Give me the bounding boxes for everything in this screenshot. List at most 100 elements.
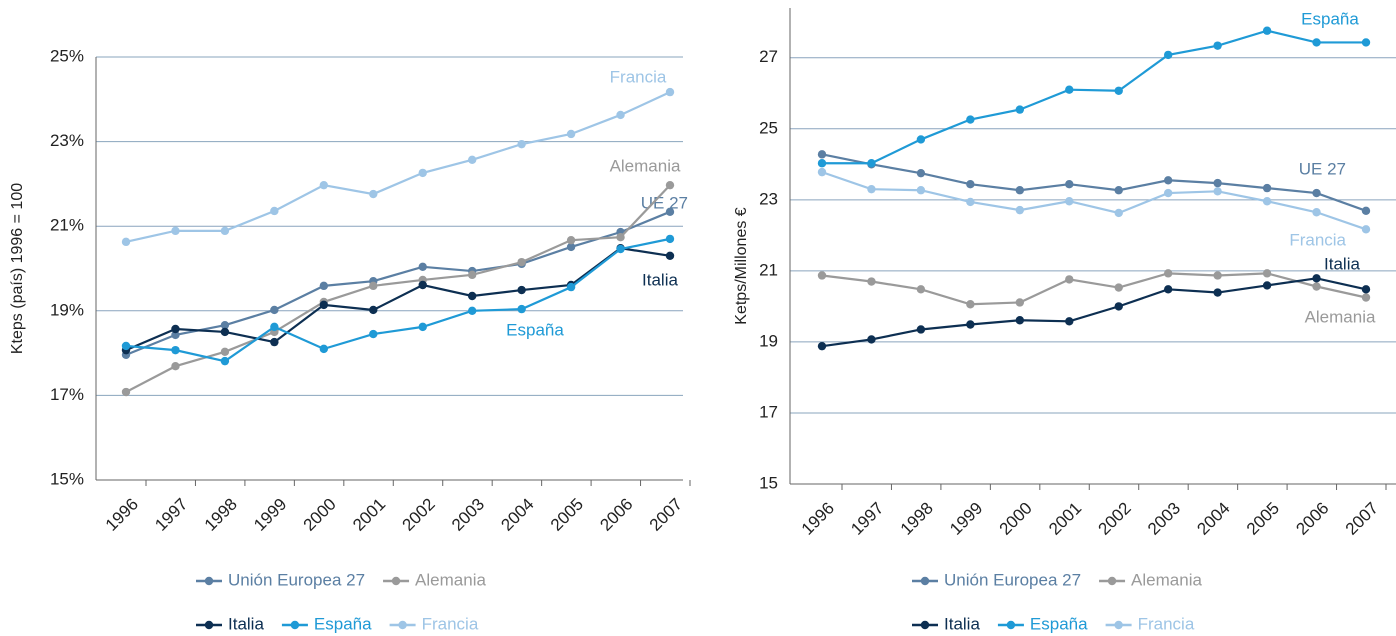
point — [319, 300, 329, 310]
x-tick-label: 1997 — [847, 499, 887, 539]
point — [1114, 86, 1123, 95]
legend-marker — [391, 576, 401, 586]
legend-marker — [204, 620, 214, 630]
y-tick-label: 27 — [759, 47, 778, 66]
legend-label: Alemania — [415, 570, 486, 589]
point — [1065, 179, 1074, 189]
point — [467, 291, 477, 301]
point — [319, 180, 329, 190]
point — [566, 129, 576, 139]
point — [867, 184, 876, 194]
point — [1114, 283, 1123, 292]
legend-label: Italia — [944, 614, 980, 633]
point — [916, 186, 926, 195]
point — [916, 135, 926, 144]
point — [369, 281, 378, 291]
x-tick-label: 2005 — [1243, 499, 1283, 539]
point — [1361, 38, 1371, 47]
point — [1213, 178, 1222, 188]
series-label: España — [1301, 9, 1359, 28]
point — [616, 244, 625, 254]
y-tick-label: 23 — [759, 189, 778, 208]
point — [270, 206, 279, 216]
x-tick-label: 2003 — [448, 495, 488, 535]
point — [1312, 274, 1321, 283]
x-tick-label: 2002 — [399, 495, 439, 535]
y-tick-label: 17% — [50, 385, 84, 404]
legend-marker — [398, 620, 407, 630]
legend-label: Italia — [228, 614, 264, 633]
y-tick-label: 19 — [759, 331, 778, 350]
point — [867, 335, 876, 344]
series-line — [125, 210, 671, 356]
y-tick-label: 23% — [50, 131, 84, 150]
point — [1312, 208, 1321, 217]
x-tick-label: 2004 — [1193, 499, 1233, 539]
legend-label: Francia — [1138, 614, 1195, 633]
point — [270, 305, 279, 315]
point — [517, 139, 526, 149]
y-tick-label: 25 — [759, 118, 778, 137]
x-tick-label: 1998 — [201, 495, 241, 535]
point — [665, 207, 675, 217]
y-tick-label: 19% — [50, 300, 84, 319]
point — [566, 235, 576, 245]
point — [121, 237, 131, 247]
series-line — [821, 171, 1367, 231]
y-tick-label: 21% — [50, 216, 84, 235]
point — [1361, 293, 1371, 302]
point — [566, 282, 576, 292]
point — [418, 262, 427, 272]
point — [566, 242, 576, 252]
series-label: Italia — [642, 270, 678, 289]
point — [270, 322, 279, 332]
legend-label: España — [314, 614, 372, 633]
point — [966, 197, 975, 207]
x-tick-label: 2000 — [996, 499, 1036, 539]
point — [171, 345, 180, 355]
point — [517, 285, 526, 295]
x-tick-label: 1999 — [946, 499, 986, 539]
legend-marker — [920, 620, 930, 630]
x-tick-label: 1999 — [250, 495, 290, 535]
y-tick-label: 17 — [759, 402, 778, 421]
point — [966, 320, 975, 329]
series-line — [125, 237, 671, 363]
point — [467, 270, 477, 280]
point — [1262, 26, 1272, 35]
series-label: Alemania — [610, 156, 681, 175]
point — [1114, 302, 1123, 311]
point — [1312, 188, 1321, 198]
point — [1213, 187, 1222, 196]
y-axis-label: Ketps/Millones € — [733, 207, 750, 324]
point — [665, 251, 675, 261]
series-line — [125, 91, 671, 243]
point — [467, 155, 477, 164]
series-label: Alemania — [1305, 307, 1376, 326]
point — [665, 180, 675, 190]
point — [966, 115, 975, 124]
point — [817, 159, 827, 168]
point — [1015, 316, 1025, 325]
point — [1015, 205, 1025, 215]
legend-marker — [1114, 620, 1123, 630]
y-tick-label: 21 — [759, 260, 778, 279]
x-tick-label: 2000 — [300, 495, 340, 535]
x-tick-label: 2003 — [1144, 499, 1184, 539]
point — [220, 347, 230, 357]
point — [1163, 285, 1173, 294]
point — [616, 110, 625, 120]
point — [1163, 269, 1173, 278]
point — [1361, 285, 1371, 294]
point — [1015, 298, 1025, 307]
point — [817, 341, 827, 351]
series-line — [821, 277, 1367, 348]
point — [418, 322, 427, 332]
point — [171, 330, 180, 340]
legend-label: Alemania — [1131, 570, 1202, 589]
point — [1262, 281, 1272, 290]
point — [1163, 188, 1173, 198]
point — [916, 168, 926, 178]
series-line — [125, 184, 671, 393]
